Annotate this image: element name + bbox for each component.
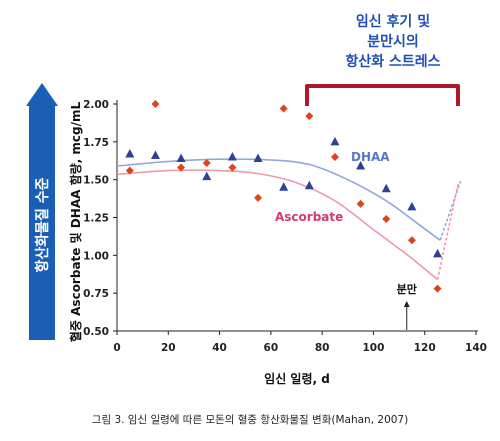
y-tick-label: 1.75	[83, 137, 109, 149]
x-tick-label: 40	[212, 342, 227, 354]
ascorbate-point	[356, 199, 365, 208]
ascorbate-point	[407, 236, 416, 245]
ascorbate-trend-line	[116, 169, 439, 281]
ascorbate-point	[330, 152, 339, 161]
x-tick-label: 0	[113, 342, 120, 354]
ascorbate-point	[433, 284, 442, 293]
x-axis-label: 임신 일령, d	[264, 371, 330, 386]
dhaa-point	[202, 171, 212, 181]
dhaa-point	[407, 201, 417, 211]
figure-caption: 그림 3. 임신 일령에 따른 모돈의 혈중 항산화물질 변화(Mahan, 2…	[91, 414, 409, 426]
arrow-shaft	[29, 105, 55, 340]
dhaa-point	[304, 180, 314, 190]
x-tick-label: 140	[465, 342, 487, 354]
ascorbate-point	[177, 163, 186, 172]
dhaa-point	[253, 153, 263, 162]
ascorbate-trend-rebound	[436, 184, 459, 280]
dhaa-point	[356, 161, 366, 170]
ascorbate-point	[202, 159, 211, 168]
x-tick-label: 20	[161, 342, 176, 354]
ascorbate-point	[382, 215, 391, 224]
y-tick-label: 1.25	[83, 213, 109, 225]
late-pregnancy-stress-label: 임신 후기 및 분만시의 항산화 스트레스	[318, 12, 468, 72]
arrow-head	[26, 83, 58, 106]
ascorbate-point	[228, 163, 237, 172]
x-tick-label: 60	[264, 342, 279, 354]
y-tick-label: 1.50	[83, 175, 109, 187]
x-tick-label: 100	[362, 342, 384, 354]
y-tick-label: 2.00	[83, 99, 109, 111]
y-tick-label: 1.00	[83, 250, 109, 262]
dhaa-series-label: DHAA	[351, 150, 390, 164]
plot-area: 0.50 0.75 1.00 1.25 1.50 1.75 2.00 0 20 40 60 80 100…	[83, 99, 487, 354]
bracket-text-line-1: 임신 후기 및	[355, 14, 431, 30]
dhaa-point	[381, 183, 391, 193]
ascorbate-series-label: Ascorbate	[275, 210, 343, 224]
dhaa-point	[176, 153, 186, 162]
bracket-text-line-2: 분만시의	[367, 34, 419, 50]
dhaa-point	[433, 248, 443, 258]
x-tick-label: 120	[414, 342, 436, 354]
ascorbate-point	[305, 112, 314, 121]
dhaa-point	[150, 150, 160, 159]
antioxidant-level-arrow: 항산화물질 수준	[26, 83, 58, 340]
x-tick-label: 80	[315, 342, 330, 354]
y-tick-label: 0.75	[83, 288, 109, 300]
ascorbate-point	[254, 193, 263, 202]
dhaa-point	[279, 182, 289, 191]
dhaa-point	[125, 148, 135, 158]
dhaa-point	[227, 151, 237, 161]
ascorbate-point	[125, 166, 134, 175]
delivery-label: 분만	[397, 282, 417, 296]
dhaa-point	[330, 136, 340, 146]
bracket-text-line-3: 항산화 스트레스	[345, 54, 441, 70]
delivery-arrow-head	[403, 301, 410, 307]
late-pregnancy-bracket	[305, 84, 460, 106]
arrow-label: 항산화물질 수준	[34, 177, 51, 272]
y-axis-label: 혈중 Ascorbate 및 DHAA 함량, mcg/mL	[68, 102, 83, 343]
dhaa-trend-line	[116, 158, 441, 241]
ascorbate-point	[151, 100, 160, 108]
ascorbate-point	[279, 104, 288, 113]
y-tick-label: 0.50	[83, 326, 109, 338]
